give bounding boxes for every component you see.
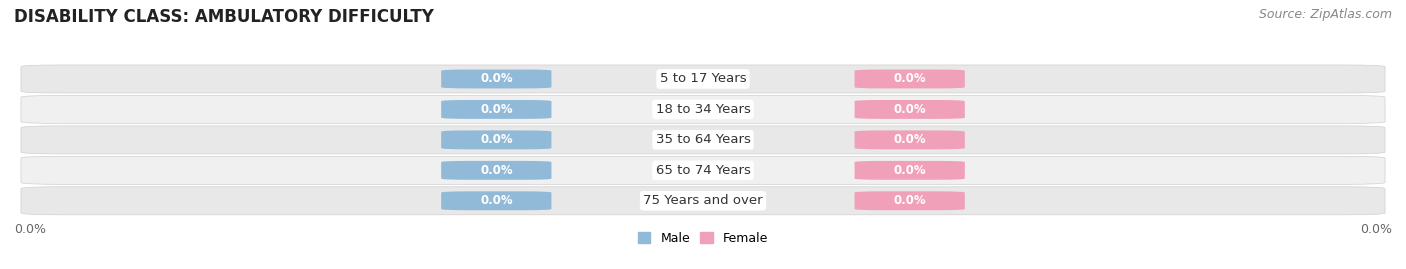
FancyBboxPatch shape — [441, 100, 551, 119]
FancyBboxPatch shape — [855, 161, 965, 180]
Text: Source: ZipAtlas.com: Source: ZipAtlas.com — [1258, 8, 1392, 21]
Text: 0.0%: 0.0% — [893, 133, 927, 146]
Text: 0.0%: 0.0% — [479, 72, 513, 86]
FancyBboxPatch shape — [855, 130, 965, 149]
Text: 0.0%: 0.0% — [479, 164, 513, 177]
FancyBboxPatch shape — [441, 191, 551, 210]
FancyBboxPatch shape — [21, 156, 1385, 184]
FancyBboxPatch shape — [855, 191, 965, 210]
Text: 75 Years and over: 75 Years and over — [643, 194, 763, 207]
Text: 18 to 34 Years: 18 to 34 Years — [655, 103, 751, 116]
FancyBboxPatch shape — [441, 69, 551, 89]
Text: DISABILITY CLASS: AMBULATORY DIFFICULTY: DISABILITY CLASS: AMBULATORY DIFFICULTY — [14, 8, 434, 26]
Text: 0.0%: 0.0% — [893, 164, 927, 177]
FancyBboxPatch shape — [855, 100, 965, 119]
Text: 5 to 17 Years: 5 to 17 Years — [659, 72, 747, 86]
FancyBboxPatch shape — [21, 126, 1385, 154]
FancyBboxPatch shape — [21, 187, 1385, 215]
Text: 0.0%: 0.0% — [479, 133, 513, 146]
Text: 0.0%: 0.0% — [1360, 223, 1392, 236]
Text: 0.0%: 0.0% — [893, 72, 927, 86]
FancyBboxPatch shape — [21, 65, 1385, 93]
Text: 0.0%: 0.0% — [14, 223, 46, 236]
Text: 35 to 64 Years: 35 to 64 Years — [655, 133, 751, 146]
Text: 0.0%: 0.0% — [893, 194, 927, 207]
FancyBboxPatch shape — [855, 69, 965, 89]
FancyBboxPatch shape — [21, 95, 1385, 123]
FancyBboxPatch shape — [441, 161, 551, 180]
Text: 0.0%: 0.0% — [479, 194, 513, 207]
Text: 0.0%: 0.0% — [479, 103, 513, 116]
Text: 65 to 74 Years: 65 to 74 Years — [655, 164, 751, 177]
Legend: Male, Female: Male, Female — [633, 227, 773, 250]
FancyBboxPatch shape — [441, 130, 551, 149]
Text: 0.0%: 0.0% — [893, 103, 927, 116]
